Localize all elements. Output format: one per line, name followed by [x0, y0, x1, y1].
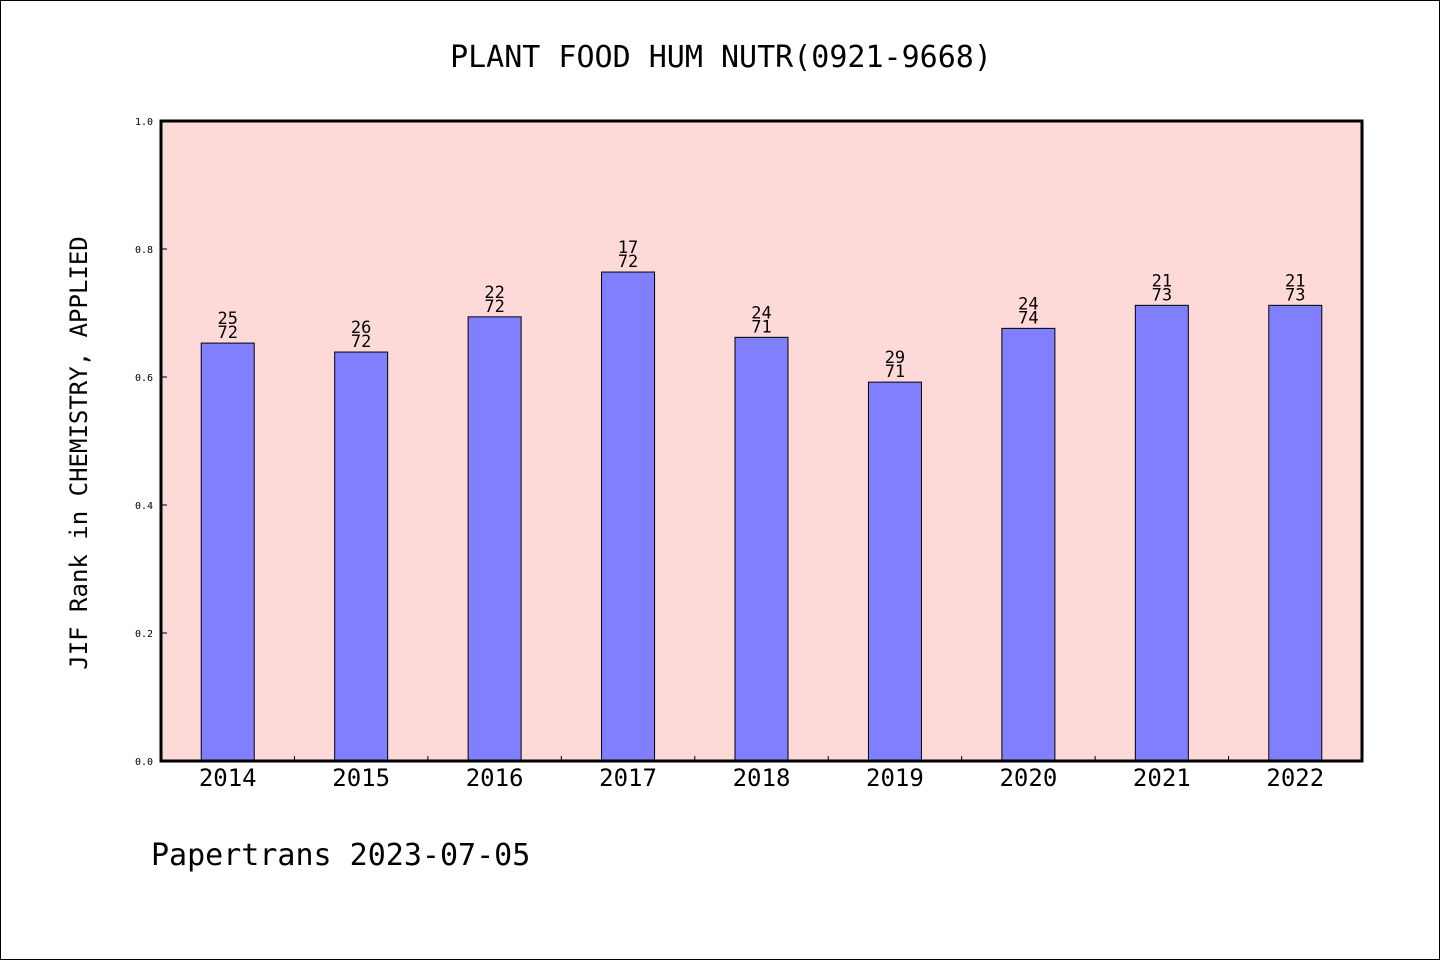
bar-total-label: 74 [1018, 308, 1038, 328]
bar-rank-label: 24 [751, 303, 771, 323]
bar-2020 [1001, 327, 1056, 762]
bar-rank-label: 24 [1018, 294, 1038, 314]
bar-2014 [200, 342, 255, 762]
bar-2022 [1268, 304, 1323, 762]
x-tick-label-2017: 2017 [599, 764, 657, 792]
bar-2018 [734, 336, 789, 762]
bar-rank-label: 25 [217, 309, 237, 329]
bar-2019 [867, 381, 922, 762]
y-tick-label: 1.0 [135, 117, 153, 128]
bar-total-label: 73 [1152, 285, 1172, 305]
x-tick-label-2021: 2021 [1133, 764, 1191, 792]
x-tick-label-2018: 2018 [733, 764, 791, 792]
x-tick-label-2022: 2022 [1266, 764, 1324, 792]
bar-total-label: 72 [484, 297, 504, 317]
bar-total-label: 72 [217, 323, 237, 343]
bar-total-label: 73 [1285, 285, 1305, 305]
y-tick-label: 0.0 [135, 757, 153, 768]
bar-rank-label: 21 [1152, 271, 1172, 291]
bar-total-label: 72 [618, 252, 638, 272]
x-tick-label-2015: 2015 [332, 764, 390, 792]
plot-border [159, 119, 1364, 763]
bar-rank-label: 29 [885, 348, 905, 368]
bar-total-label: 71 [885, 362, 905, 382]
bar-2016 [467, 316, 522, 762]
y-axis-label: JIF Rank in CHEMISTRY, APPLIED [65, 236, 93, 669]
x-tick-label-2019: 2019 [866, 764, 924, 792]
x-tick-label-2014: 2014 [199, 764, 257, 792]
x-tick-label-2020: 2020 [999, 764, 1057, 792]
footer-credit: Papertrans 2023-07-05 [151, 838, 530, 873]
bar-rank-label: 21 [1285, 271, 1305, 291]
x-axis: 2014 2015 2016 2017 2018 2019 2020 2021 2022 [199, 756, 1324, 792]
y-tick-label: 0.8 [135, 245, 153, 256]
y-tick-label: 0.6 [135, 373, 153, 384]
y-tick-label: 0.2 [135, 629, 153, 640]
bar-rank-label: 17 [618, 238, 638, 258]
bar-2015 [334, 351, 389, 762]
chart-title: PLANT FOOD HUM NUTR(0921-9668) [450, 40, 992, 75]
bar-total-label: 71 [751, 317, 771, 337]
x-tick-label-2016: 2016 [466, 764, 524, 792]
bar-total-label: 72 [351, 332, 371, 352]
y-tick-label: 0.4 [135, 501, 153, 512]
bar-2021 [1134, 304, 1189, 762]
bar-rank-label: 22 [484, 283, 504, 303]
bar-2017 [601, 271, 656, 762]
bars-group [200, 271, 1323, 762]
bar-rank-label: 26 [351, 318, 371, 338]
